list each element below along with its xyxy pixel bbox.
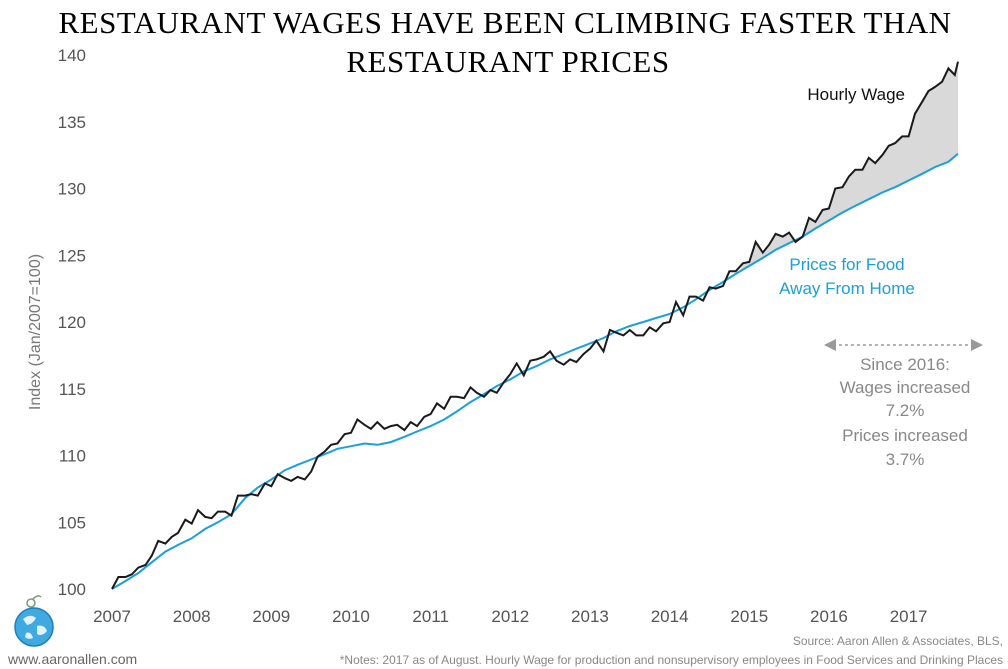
source-note: Source: Aaron Allen & Associates, BLS,	[793, 634, 1003, 648]
x-tick-label: 2011	[412, 607, 449, 626]
y-tick-label: 135	[58, 113, 86, 132]
x-tick-label: 2009	[252, 607, 290, 626]
y-tick-label: 125	[58, 246, 86, 265]
series-line-prices	[111, 153, 959, 590]
y-tick-label: 100	[58, 580, 86, 599]
prices-increased-value: 3.7%	[886, 450, 925, 469]
y-tick-label: 140	[58, 46, 86, 65]
website-url[interactable]: www.aaronallen.com	[7, 651, 137, 667]
y-axis-label: Index (Jan/2007=100)	[27, 254, 44, 410]
prices-increased-label: Prices increased	[842, 426, 968, 445]
x-axis-ticks: 2007 2008 2009 2010 2011 2012 2013 2014 2015 2016…	[93, 607, 927, 626]
y-tick-label: 115	[59, 380, 86, 399]
prices-label-line-2: Away From Home	[779, 279, 915, 298]
x-tick-label: 2014	[651, 607, 689, 626]
wages-increased-label: Wages increased	[840, 378, 971, 397]
x-tick-label: 2008	[173, 607, 211, 626]
x-tick-label: 2012	[491, 607, 529, 626]
y-tick-label: 130	[58, 180, 86, 199]
chart-title-line-1: RESTAURANT WAGES HAVE BEEN CLIMBING FAST…	[58, 5, 951, 40]
y-tick-label: 105	[58, 513, 86, 532]
x-tick-label: 2013	[571, 607, 609, 626]
y-tick-label: 120	[58, 313, 86, 332]
since-2016-heading: Since 2016:	[860, 355, 950, 374]
chart-title-line-2: RESTAURANT PRICES	[346, 44, 669, 79]
footnote: *Notes: 2017 as of August. Hourly Wage f…	[340, 653, 1003, 667]
x-tick-label: 2016	[810, 607, 848, 626]
y-tick-label: 110	[59, 447, 86, 466]
gap-shaded-area	[741, 61, 958, 271]
x-tick-label: 2010	[332, 607, 370, 626]
prices-label-line-1: Prices for Food	[789, 255, 904, 274]
series-line-hourly-wage	[111, 61, 959, 590]
x-tick-label: 2017	[890, 607, 928, 626]
y-axis-ticks: 100 105 110 115 120 125 130 135 140	[58, 46, 86, 599]
hourly-wage-label: Hourly Wage	[807, 85, 905, 104]
wages-increased-value: 7.2%	[886, 401, 925, 420]
x-tick-label: 2007	[93, 607, 131, 626]
globe-logo-icon	[14, 595, 54, 647]
x-tick-label: 2015	[730, 607, 768, 626]
